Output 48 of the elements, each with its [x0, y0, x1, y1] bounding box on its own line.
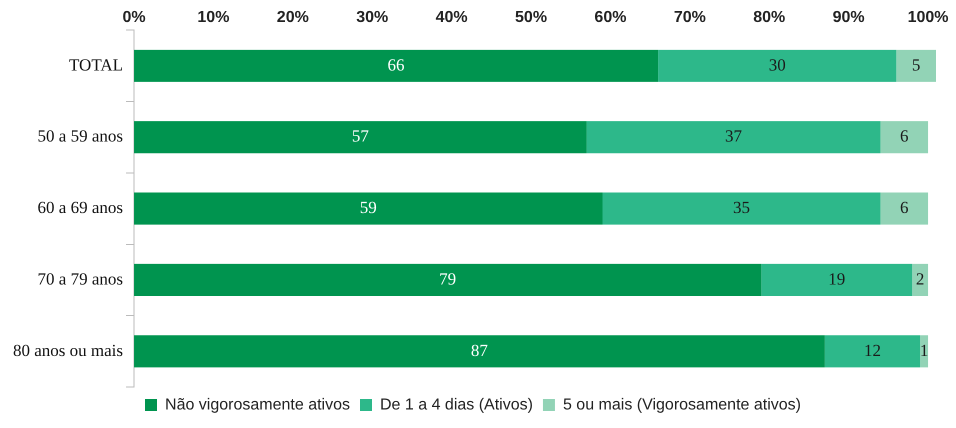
x-tick-label: 20%	[276, 9, 309, 26]
x-tick-label: 0%	[122, 9, 146, 26]
data-label: 6	[900, 198, 908, 218]
legend-label: Não vigorosamente ativos	[165, 396, 350, 414]
data-label: 37	[725, 126, 743, 146]
x-tick-label: 10%	[197, 9, 230, 26]
data-label: 1	[920, 340, 928, 360]
data-label: 35	[732, 198, 750, 218]
data-label: 5	[912, 55, 920, 74]
data-label: 66	[388, 55, 405, 74]
x-tick-label: 60%	[594, 9, 626, 26]
bar	[134, 50, 658, 82]
bar	[880, 192, 928, 225]
data-label: 30	[768, 55, 786, 74]
data-label: 87	[470, 340, 488, 360]
y-tick-label: 60 a 69 anos	[38, 198, 124, 218]
y-tick-label: 80 anos ou mais	[12, 340, 124, 360]
data-label: 59	[360, 198, 377, 218]
bar	[824, 335, 920, 368]
data-label: 57	[352, 126, 370, 146]
data-label: 79	[439, 269, 456, 288]
y-tick-label: 50 a 59 anos	[38, 126, 124, 146]
y-tick-label: 70 a 79 anos	[38, 269, 124, 288]
x-tick-label: 50%	[515, 9, 548, 26]
data-label: 6	[900, 126, 908, 146]
bar	[912, 264, 928, 296]
x-tick-label: 90%	[832, 9, 865, 26]
legend-label: 5 ou mais (Vigorosamente ativos)	[562, 396, 801, 414]
bar	[896, 50, 936, 82]
bar	[134, 264, 762, 296]
y-tick-label: TOTAL	[68, 55, 124, 74]
bar	[134, 192, 603, 225]
x-tick-label: 70%	[674, 9, 706, 26]
data-label: 19	[828, 269, 846, 288]
x-tick-label: 80%	[753, 9, 786, 26]
x-tick-label: 30%	[356, 9, 388, 26]
bar	[586, 121, 880, 154]
bar	[134, 335, 825, 368]
legend-label: De 1 a 4 dias (Ativos)	[380, 396, 533, 414]
data-label: 2	[916, 269, 924, 288]
data-label: 12	[864, 340, 881, 360]
bar	[761, 264, 912, 296]
x-tick-label: 40%	[436, 9, 468, 26]
bar	[880, 121, 928, 154]
x-tick-label: 100%	[908, 9, 949, 26]
bar	[658, 50, 896, 82]
bar	[602, 192, 880, 225]
bar	[134, 121, 587, 154]
